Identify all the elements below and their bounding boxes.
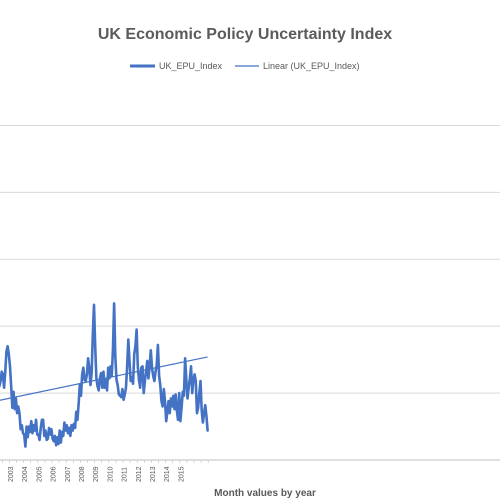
x-tick-label: 2004 (22, 466, 29, 482)
x-axis-title: Month values by year (214, 488, 316, 499)
legend: UK_EPU_Index Linear (UK_EPU_Index) (130, 61, 360, 71)
x-tick-label: 2007 (65, 466, 72, 482)
series-layer (0, 302, 209, 448)
legend-label-trend: Linear (UK_EPU_Index) (263, 61, 360, 71)
x-tick-label: 2011 (122, 467, 129, 482)
x-axis: 2003 2004 2005 2006 2007 2008 2009 2010 2011 2012… (0, 459, 500, 482)
x-tick-label: 2015 (178, 466, 185, 482)
x-tick-label: 2008 (79, 466, 86, 482)
x-tick-label: 2012 (136, 466, 143, 482)
legend-label-series: UK_EPU_Index (159, 61, 223, 71)
x-tick-label: 2013 (150, 466, 157, 482)
x-tick-label: 2010 (107, 466, 114, 482)
x-tick-label: 2009 (93, 466, 100, 482)
x-tick-label: 2005 (36, 466, 43, 482)
chart-title: UK Economic Policy Uncertainty Index (98, 26, 392, 43)
x-tick-label: 2014 (164, 466, 171, 482)
x-tick-label: 2006 (51, 466, 58, 482)
series-line (0, 302, 209, 448)
x-tick-label: 2003 (8, 466, 15, 482)
